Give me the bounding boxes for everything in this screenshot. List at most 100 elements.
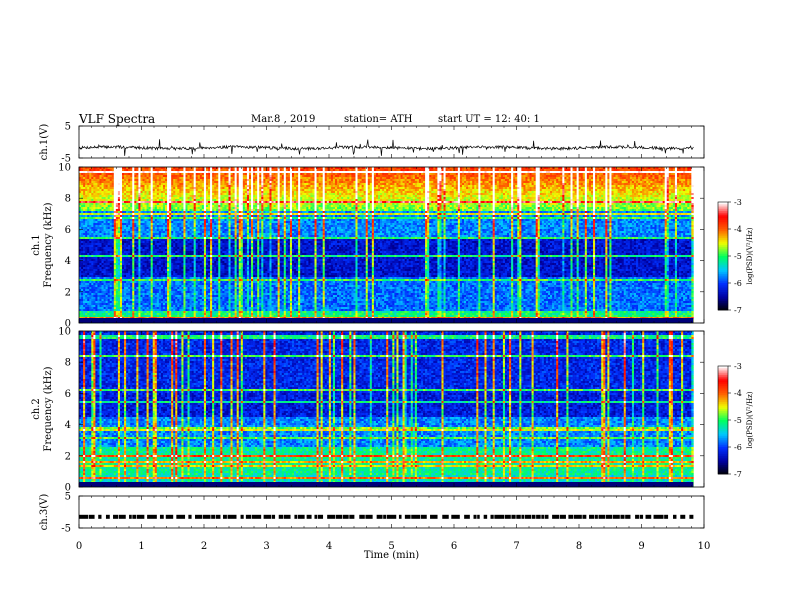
spectrogram-cell — [396, 179, 398, 181]
spectrogram-cell — [530, 169, 532, 171]
spectrogram-cell — [116, 175, 118, 177]
spectrogram-cell — [302, 177, 304, 179]
spectrogram-cell — [659, 179, 661, 181]
spectrogram-cell — [542, 171, 544, 173]
spectrogram-cell — [255, 183, 257, 185]
spectrogram-cell — [173, 171, 175, 173]
spectrogram-cell — [169, 181, 171, 183]
spectrogram-cell — [495, 173, 497, 175]
spectrogram-cell — [446, 177, 448, 179]
spectrogram-cell — [433, 175, 435, 177]
spectrogram-cell — [343, 171, 345, 173]
spectrogram-cell — [609, 177, 611, 179]
spectrogram-cell — [382, 183, 384, 185]
spectrogram-cell — [564, 169, 566, 171]
spectrogram-cell — [507, 175, 509, 177]
spectrogram-cell — [257, 175, 259, 177]
spectrogram-cell — [536, 179, 538, 181]
spectrogram-cell — [181, 177, 183, 179]
spectrogram-cell — [315, 177, 317, 179]
spectrogram-cell — [665, 169, 667, 171]
spectrogram-cell — [398, 175, 400, 177]
spectrogram-cell — [429, 171, 431, 173]
spectrogram-cell — [671, 181, 673, 183]
spectrogram-cell — [343, 175, 345, 177]
spectrogram-cell — [222, 181, 224, 183]
spectrogram-cell — [282, 171, 284, 173]
spectrogram-cell — [155, 173, 157, 175]
spectrogram-cell — [315, 181, 317, 183]
spectrogram-cell — [495, 179, 497, 181]
spectrogram-cell — [99, 183, 101, 185]
spectrogram-cell — [183, 181, 185, 183]
spectrogram-cell — [542, 169, 544, 171]
spectrogram-cell — [153, 181, 155, 183]
spectrogram-cell — [607, 179, 609, 181]
spectrogram-cell — [403, 179, 405, 181]
spectrogram-cell — [546, 177, 548, 179]
spectrogram-cell — [265, 173, 267, 175]
spectrogram-cell — [99, 179, 101, 181]
spectrogram-cell — [300, 177, 302, 179]
spectrogram-cell — [292, 169, 294, 171]
spectrogram-cell — [368, 173, 370, 175]
spectrogram-cell — [583, 179, 585, 181]
spectrogram-cell — [562, 171, 564, 173]
spectrogram-cell — [302, 175, 304, 177]
spectrogram-cell — [419, 171, 421, 173]
spectrogram-cell — [196, 169, 198, 171]
spectrogram-cell — [638, 177, 640, 179]
spectrogram-cell — [376, 177, 378, 179]
spectrogram-cell — [245, 181, 247, 183]
spectrogram-cell — [689, 173, 691, 175]
spectrogram-cell — [685, 177, 687, 179]
spectrogram-cell — [179, 181, 181, 183]
spectrogram-cell — [300, 169, 302, 171]
spectrogram-cell — [159, 169, 161, 171]
spectrogram-cell — [515, 175, 517, 177]
spectrogram-cell — [421, 177, 423, 179]
spectrogram-cell — [298, 177, 300, 179]
spectrogram-cell — [292, 171, 294, 173]
spectrogram-cell — [362, 173, 364, 175]
spectrogram-cell — [241, 169, 243, 171]
spectrogram-cell — [614, 181, 616, 183]
spectrogram-cell — [118, 173, 120, 175]
spectrogram-cell — [165, 175, 167, 177]
spectrogram-cell — [278, 181, 280, 183]
spectrogram-cell — [583, 171, 585, 173]
spectrogram-cell — [91, 177, 93, 179]
spectrogram-cell — [185, 177, 187, 179]
spectrogram-cell — [239, 183, 241, 185]
spectrogram-cell — [294, 181, 296, 183]
spectrogram-cell — [499, 177, 501, 179]
spectrogram-cell — [333, 173, 335, 175]
spectrogram-cell — [489, 169, 491, 171]
spectrogram-cell — [687, 179, 689, 181]
spectrogram-cell — [185, 169, 187, 171]
spectrogram-cell — [669, 175, 671, 177]
spectrogram-cell — [95, 175, 97, 177]
spectrogram-cell — [321, 183, 323, 185]
spectrogram-cell — [138, 169, 140, 171]
spectrogram-cell — [171, 175, 173, 177]
spectrogram-cell — [675, 177, 677, 179]
spectrogram-cell — [116, 181, 118, 183]
spectrogram-cell — [388, 173, 390, 175]
spectrogram-cell — [257, 183, 259, 185]
spectrogram-cell — [597, 175, 599, 177]
spectrogram-cell — [81, 177, 83, 179]
spectrogram-cell — [540, 171, 542, 173]
spectrogram-cell — [511, 169, 513, 171]
spectrogram-cell — [476, 173, 478, 175]
spectrogram-cell — [575, 173, 577, 175]
spectrogram-cell — [657, 181, 659, 183]
spectrogram-cell — [501, 169, 503, 171]
spectrogram-cell — [282, 177, 284, 179]
spectrogram-cell — [568, 169, 570, 171]
spectrogram-cell — [390, 179, 392, 181]
spectrogram-cell — [411, 173, 413, 175]
spectrogram-cell — [417, 183, 419, 185]
spectrogram-cell — [679, 171, 681, 173]
spectrogram-cell — [630, 181, 632, 183]
